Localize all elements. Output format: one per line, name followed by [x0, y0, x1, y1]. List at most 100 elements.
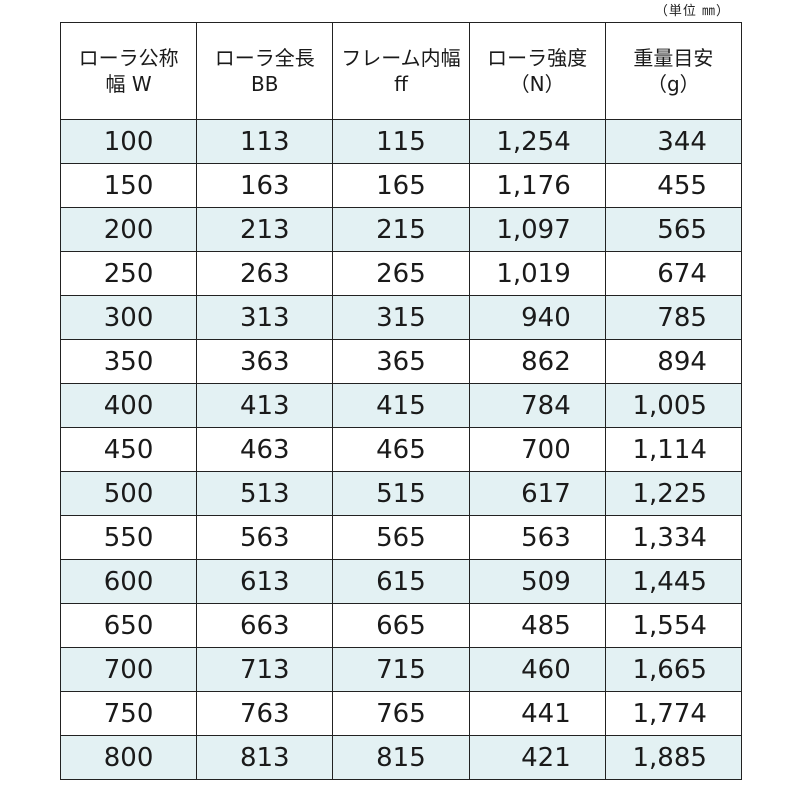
cell-nominal-width: 350 [59, 339, 198, 384]
table-row: 600 613 615 509 1,445 [59, 559, 742, 604]
header-label: ローラ全長 [214, 46, 315, 70]
cell-nominal-width: 700 [59, 647, 198, 692]
table-row: 450 463 465 700 1,114 [59, 427, 742, 472]
spec-table: ローラ公称 幅 W ローラ全長 BB フレーム内幅 ff ローラ強度 （N） 重… [59, 22, 742, 780]
cell-roller-strength: 421 [468, 735, 606, 780]
table-row: 800 813 815 421 1,885 [59, 735, 742, 780]
cell-weight: 1,005 [604, 383, 742, 428]
cell-roller-length: 313 [196, 295, 334, 340]
cell-roller-strength: 1,019 [468, 251, 606, 296]
cell-weight: 1,114 [604, 427, 742, 472]
header-roller-length: ローラ全長 BB [196, 22, 334, 120]
cell-roller-strength: 1,097 [468, 207, 606, 252]
table-row: 400 413 415 784 1,005 [59, 383, 742, 428]
cell-frame-inner-width: 365 [332, 339, 470, 384]
table-row: 300 313 315 940 785 [59, 295, 742, 340]
cell-roller-strength: 700 [468, 427, 606, 472]
table-row: 750 763 765 441 1,774 [59, 691, 742, 736]
cell-roller-length: 213 [196, 207, 334, 252]
header-sublabel: ff [394, 72, 408, 96]
table-row: 550 563 565 563 1,334 [59, 515, 742, 560]
header-sublabel: BB [251, 72, 279, 96]
header-label: ローラ強度 [487, 46, 588, 70]
cell-roller-length: 613 [196, 559, 334, 604]
cell-roller-strength: 485 [468, 603, 606, 648]
cell-nominal-width: 200 [59, 207, 198, 252]
cell-weight: 1,445 [604, 559, 742, 604]
cell-frame-inner-width: 165 [332, 163, 470, 208]
header-frame-inner-width: フレーム内幅 ff [332, 22, 470, 120]
cell-nominal-width: 300 [59, 295, 198, 340]
cell-nominal-width: 600 [59, 559, 198, 604]
cell-roller-length: 713 [196, 647, 334, 692]
table-row: 250 263 265 1,019 674 [59, 251, 742, 296]
cell-nominal-width: 750 [59, 691, 198, 736]
cell-frame-inner-width: 565 [332, 515, 470, 560]
cell-weight: 785 [604, 295, 742, 340]
table-row: 200 213 215 1,097 565 [59, 207, 742, 252]
cell-roller-length: 463 [196, 427, 334, 472]
cell-roller-strength: 460 [468, 647, 606, 692]
header-label: フレーム内幅 [341, 46, 461, 70]
cell-roller-strength: 1,176 [468, 163, 606, 208]
cell-weight: 455 [604, 163, 742, 208]
cell-roller-strength: 1,254 [468, 119, 606, 164]
table-row: 100 113 115 1,254 344 [59, 119, 742, 164]
cell-roller-strength: 617 [468, 471, 606, 516]
table-row: 700 713 715 460 1,665 [59, 647, 742, 692]
cell-roller-strength: 563 [468, 515, 606, 560]
cell-frame-inner-width: 665 [332, 603, 470, 648]
table-row: 500 513 515 617 1,225 [59, 471, 742, 516]
cell-weight: 1,774 [604, 691, 742, 736]
cell-roller-length: 663 [196, 603, 334, 648]
cell-roller-length: 113 [196, 119, 334, 164]
cell-weight: 344 [604, 119, 742, 164]
header-sublabel: 幅 W [105, 72, 152, 96]
cell-roller-length: 263 [196, 251, 334, 296]
header-nominal-width: ローラ公称 幅 W [59, 22, 198, 120]
cell-frame-inner-width: 265 [332, 251, 470, 296]
table-body: 100 113 115 1,254 344 150 163 165 1,176 455 200 213… [59, 119, 742, 780]
header-row: ローラ公称 幅 W ローラ全長 BB フレーム内幅 ff ローラ強度 （N） 重… [59, 22, 742, 120]
cell-nominal-width: 400 [59, 383, 198, 428]
cell-frame-inner-width: 765 [332, 691, 470, 736]
cell-roller-length: 413 [196, 383, 334, 428]
table-row: 650 663 665 485 1,554 [59, 603, 742, 648]
cell-roller-length: 763 [196, 691, 334, 736]
cell-frame-inner-width: 815 [332, 735, 470, 780]
cell-weight: 1,225 [604, 471, 742, 516]
table-row: 150 163 165 1,176 455 [59, 163, 742, 208]
cell-weight: 674 [604, 251, 742, 296]
cell-frame-inner-width: 115 [332, 119, 470, 164]
cell-weight: 1,334 [604, 515, 742, 560]
cell-roller-strength: 862 [468, 339, 606, 384]
cell-nominal-width: 100 [59, 119, 198, 164]
cell-nominal-width: 450 [59, 427, 198, 472]
cell-roller-length: 513 [196, 471, 334, 516]
cell-frame-inner-width: 615 [332, 559, 470, 604]
cell-frame-inner-width: 415 [332, 383, 470, 428]
header-label: ローラ公称 [78, 46, 179, 70]
cell-frame-inner-width: 465 [332, 427, 470, 472]
header-sublabel: （N） [509, 72, 565, 96]
cell-roller-length: 563 [196, 515, 334, 560]
cell-nominal-width: 650 [59, 603, 198, 648]
cell-frame-inner-width: 515 [332, 471, 470, 516]
unit-note: （単位 ㎜） [654, 4, 730, 19]
cell-weight: 1,665 [604, 647, 742, 692]
cell-weight: 1,885 [604, 735, 742, 780]
header-sublabel: （g） [646, 72, 700, 96]
cell-nominal-width: 150 [59, 163, 198, 208]
cell-nominal-width: 550 [59, 515, 198, 560]
header-roller-strength: ローラ強度 （N） [468, 22, 606, 120]
cell-weight: 565 [604, 207, 742, 252]
table-row: 350 363 365 862 894 [59, 339, 742, 384]
cell-nominal-width: 250 [59, 251, 198, 296]
cell-roller-strength: 509 [468, 559, 606, 604]
cell-roller-length: 163 [196, 163, 334, 208]
cell-nominal-width: 500 [59, 471, 198, 516]
cell-roller-strength: 441 [468, 691, 606, 736]
cell-roller-strength: 940 [468, 295, 606, 340]
cell-nominal-width: 800 [59, 735, 198, 780]
header-label: 重量目安 [633, 46, 714, 70]
